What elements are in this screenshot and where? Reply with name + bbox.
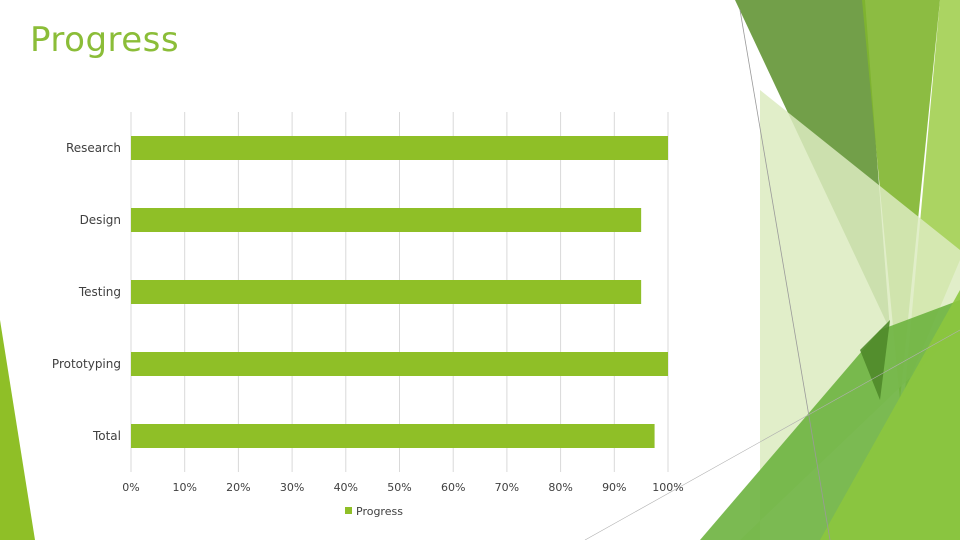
x-tick-label: 40% [334, 481, 358, 494]
deco-triangle-mid [862, 0, 940, 400]
x-tick-label: 0% [122, 481, 139, 494]
x-tick-label: 20% [226, 481, 250, 494]
x-tick-label: 60% [441, 481, 465, 494]
deco-triangle-thin-dark [860, 320, 890, 400]
x-tick-label: 100% [652, 481, 683, 494]
category-label: Total [92, 429, 121, 443]
bars [131, 136, 668, 448]
category-label: Testing [78, 285, 121, 299]
category-label: Research [66, 141, 121, 155]
deco-line-1 [739, 9, 831, 540]
x-tick-label: 90% [602, 481, 626, 494]
deco-triangle-pale [740, 90, 960, 540]
deco-line-2 [584, 329, 960, 540]
bar-testing [131, 280, 642, 304]
x-tick-label: 30% [280, 481, 304, 494]
legend: Progress [345, 505, 403, 518]
category-labels: Research Design Testing Prototyping Total [52, 141, 121, 443]
x-tick-label: 80% [548, 481, 572, 494]
x-tick-labels: 0% 10% 20% 30% 40% 50% 60% 70% 80% 90% 100% [122, 481, 683, 494]
category-label: Prototyping [52, 357, 121, 371]
deco-left-sliver [0, 320, 35, 540]
legend-label: Progress [356, 505, 403, 518]
bar-design [131, 208, 642, 232]
legend-swatch [345, 507, 352, 514]
deco-triangle-bottom-right [820, 290, 960, 540]
category-label: Design [80, 213, 121, 227]
bar-prototyping [131, 352, 668, 376]
slide-title: Progress [30, 20, 180, 60]
x-tick-label: 50% [387, 481, 411, 494]
x-tick-label: 70% [495, 481, 519, 494]
bar-total [131, 424, 655, 448]
x-tick-label: 10% [172, 481, 196, 494]
bar-research [131, 136, 668, 160]
